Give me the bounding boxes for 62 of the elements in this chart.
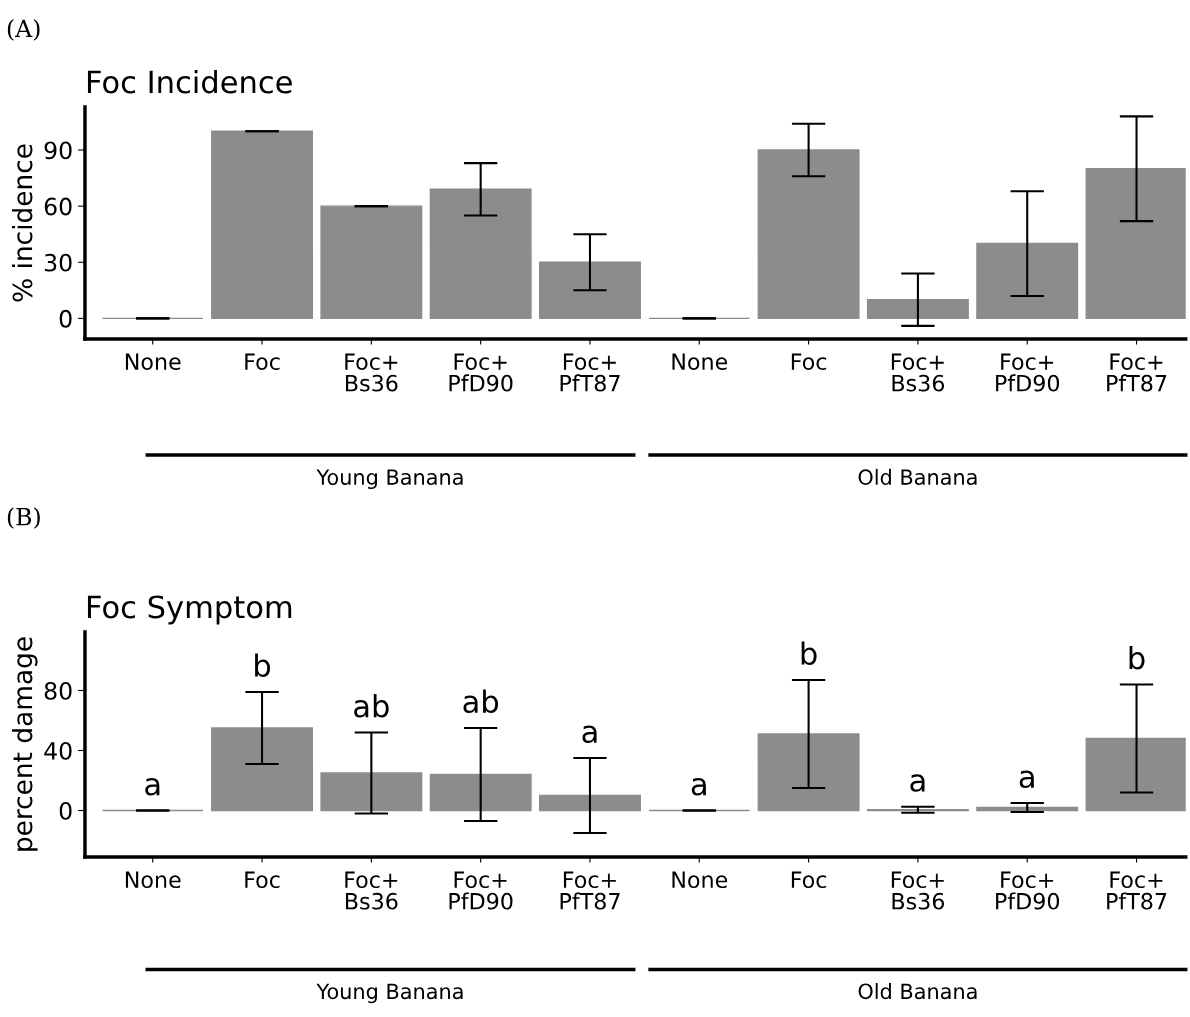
x-tick-label: Foc+ PfD90 xyxy=(449,871,513,910)
text: Old Banana xyxy=(858,983,977,1000)
y-tick-label: 0 xyxy=(59,801,72,820)
bar xyxy=(1085,737,1186,812)
x-tick-label: Foc+ PfT87 xyxy=(560,353,620,392)
annotation: a xyxy=(691,778,706,796)
text: Young Banana xyxy=(316,469,463,490)
y-tick-label: 90 xyxy=(44,141,72,160)
annotation: ab xyxy=(463,689,499,714)
bar xyxy=(757,733,860,812)
x-tick-label: Foc+ PfT87 xyxy=(560,871,620,910)
x-tick-label: Foc xyxy=(791,353,827,371)
bar xyxy=(429,188,532,320)
text: Young Banana xyxy=(316,983,463,1004)
x-tick-label: None xyxy=(125,871,181,889)
bar xyxy=(211,727,314,812)
x-tick-label: None xyxy=(125,353,181,371)
annotation: a xyxy=(145,778,160,796)
y-tick-label: 30 xyxy=(44,253,72,272)
annotation: b xyxy=(255,653,271,678)
y-tick-label: 80 xyxy=(44,681,72,700)
bar xyxy=(320,772,423,812)
annotation: a xyxy=(910,774,925,792)
bar xyxy=(429,773,532,812)
y-tick-label: 60 xyxy=(44,197,72,216)
bar xyxy=(757,149,860,320)
x-tick-label: Foc+ Bs36 xyxy=(891,353,945,392)
y-tick-label: 0 xyxy=(59,309,72,328)
annotation: a xyxy=(582,725,597,744)
bar xyxy=(1085,168,1186,320)
y-tick-label: 40 xyxy=(44,741,72,760)
y-axis-title: % incidence xyxy=(12,144,33,302)
y-axis-title: percent damage xyxy=(12,637,38,851)
annotation: a xyxy=(1019,770,1034,789)
chart-title: Foc Symptom xyxy=(87,595,292,625)
annotation: b xyxy=(801,641,817,666)
x-tick-label: Foc xyxy=(245,871,280,889)
bar xyxy=(538,261,641,320)
bar xyxy=(976,806,1079,812)
x-tick-label: None xyxy=(672,353,728,371)
bar xyxy=(976,242,1079,320)
x-tick-label: Foc+ Bs36 xyxy=(345,871,398,910)
text: (B) xyxy=(7,507,40,529)
annotation: b xyxy=(1129,645,1145,670)
bar xyxy=(320,205,423,320)
x-tick-label: Foc+ PfD90 xyxy=(996,353,1060,392)
chart-title: Foc Incidence xyxy=(87,69,292,94)
text: Old Banana xyxy=(858,468,977,485)
x-tick-label: Foc+ PfD90 xyxy=(996,871,1060,910)
x-tick-label: Foc xyxy=(791,871,827,889)
bar xyxy=(211,130,314,320)
bar xyxy=(866,298,969,320)
x-tick-label: Foc+ PfT87 xyxy=(1107,353,1167,392)
annotation: ab xyxy=(354,693,389,718)
x-tick-label: Foc+ Bs36 xyxy=(891,871,945,910)
x-tick-label: None xyxy=(672,871,728,889)
x-tick-label: Foc+ PfT87 xyxy=(1107,871,1167,910)
x-tick-label: Foc xyxy=(245,353,280,371)
x-tick-label: Foc+ PfD90 xyxy=(449,353,513,392)
bar xyxy=(538,794,641,812)
text: (A) xyxy=(7,19,40,41)
x-tick-label: Foc+ Bs36 xyxy=(345,353,398,392)
